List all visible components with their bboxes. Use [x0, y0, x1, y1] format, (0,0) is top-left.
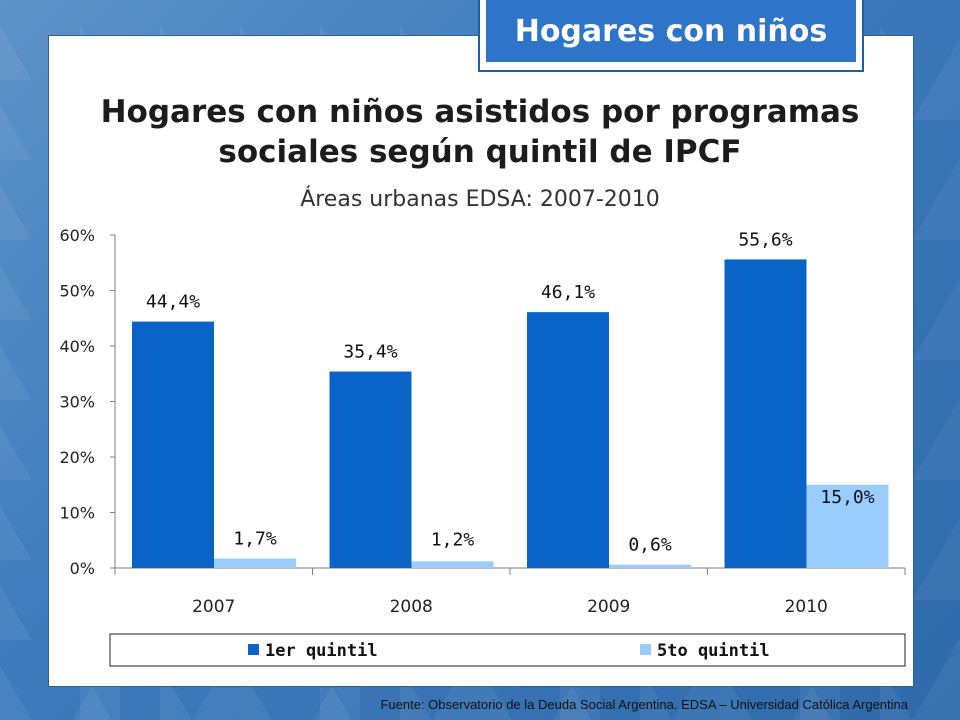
legend-label-1er-quintil: 1er quintil	[265, 641, 378, 661]
x-tick-label: 2009	[587, 597, 630, 617]
data-label-5to-quintil: 15,0%	[820, 487, 874, 508]
legend-box	[109, 633, 906, 667]
chart-title: Hogares con niños asistidos por programa…	[48, 92, 912, 172]
data-label-5to-quintil: 0,6%	[628, 535, 672, 556]
bar-1er-quintil	[724, 259, 807, 568]
data-label-1er-quintil: 44,4%	[146, 292, 200, 313]
section-badge-label: Hogares con niños	[514, 13, 828, 49]
data-label-1er-quintil: 46,1%	[541, 282, 595, 303]
x-tick-label: 2010	[785, 597, 828, 617]
legend-swatch-1er-quintil	[248, 644, 259, 655]
x-tick-label: 2008	[390, 597, 433, 617]
data-label-5to-quintil: 1,7%	[233, 529, 277, 550]
chart-subtitle: Áreas urbanas EDSA: 2007-2010	[300, 187, 660, 212]
chart-title-line-2: sociales según quintil de IPCF	[218, 134, 742, 170]
bar-1er-quintil	[132, 321, 214, 568]
chart-legend: 1er quintil 5to quintil	[109, 633, 906, 667]
bar-1er-quintil	[329, 371, 412, 568]
bar-5to-quintil	[214, 558, 296, 568]
y-tick-label: 60%	[59, 226, 95, 245]
y-tick-label: 50%	[59, 282, 95, 301]
x-tick-label: 2007	[192, 597, 235, 617]
bar-1er-quintil	[527, 312, 609, 568]
bar-5to-quintil	[609, 564, 691, 568]
y-tick-label: 10%	[59, 504, 95, 523]
y-tick-label: 20%	[59, 448, 95, 467]
data-label-1er-quintil: 35,4%	[343, 342, 397, 363]
y-tick-label: 0%	[70, 559, 95, 578]
chart-axes: 0% 10% 20% 30% 40% 50% 60% 2007 2008 2009 2010	[59, 226, 906, 617]
source-note: Fuente: Observatorio de la Deuda Social …	[380, 697, 908, 712]
legend-swatch-5to-quintil	[640, 644, 651, 655]
data-label-1er-quintil: 55,6%	[738, 229, 792, 250]
chart-bars: 44,4% 1,7% 35,4% 1,2% 46,1% 0,6% 55,6% 15,0%	[132, 229, 889, 568]
chart-title-line-1: Hogares con niños asistidos por programa…	[100, 94, 860, 130]
data-label-5to-quintil: 1,2%	[431, 529, 475, 550]
bar-5to-quintil	[806, 484, 889, 568]
y-tick-label: 30%	[59, 393, 95, 412]
bar-5to-quintil	[411, 561, 494, 568]
section-badge: Hogares con niños	[478, 0, 864, 72]
legend-label-5to-quintil: 5to quintil	[657, 641, 770, 661]
section-badge-fill: Hogares con niños	[486, 0, 856, 62]
y-tick-label: 40%	[59, 337, 95, 356]
